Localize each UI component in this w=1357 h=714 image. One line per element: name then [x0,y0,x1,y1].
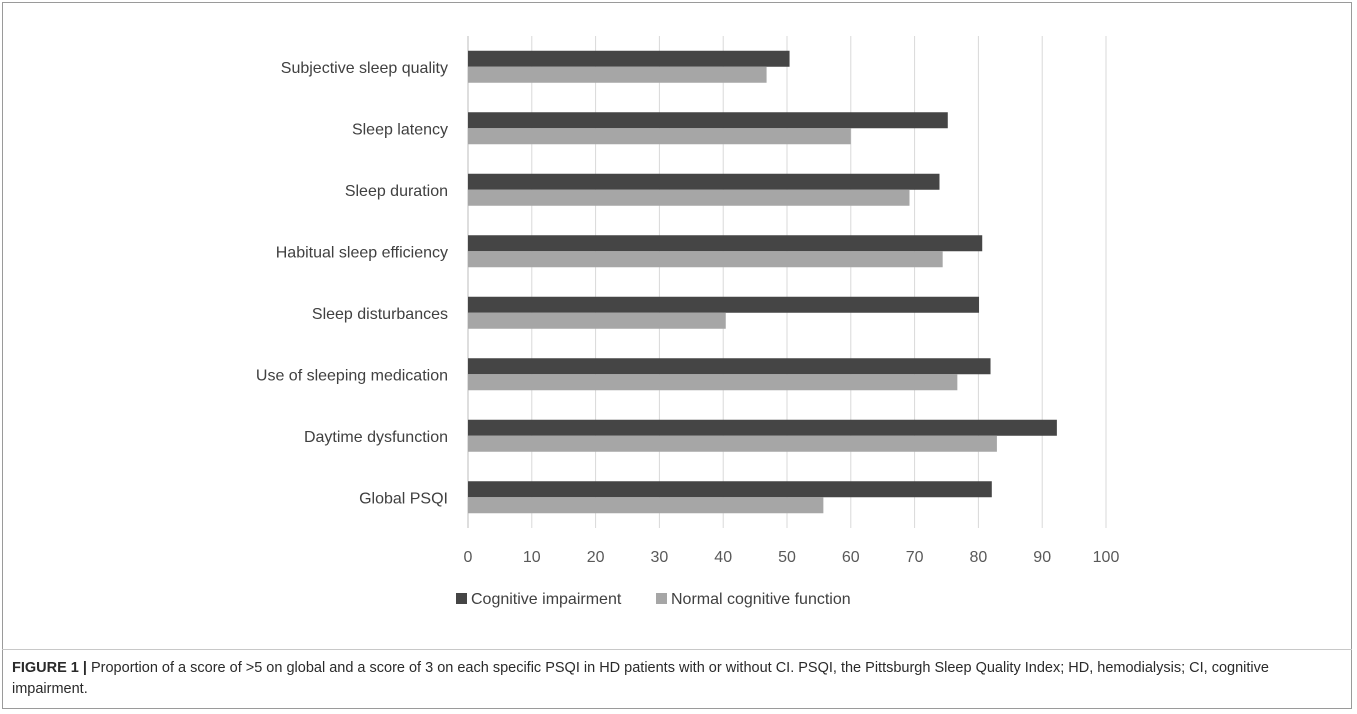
bar-cognitive-impairment [468,112,948,129]
bar-normal-cognitive-function [468,251,943,268]
bar-normal-cognitive-function [468,312,726,329]
x-tick-label: 100 [1093,549,1120,566]
category-label: Sleep disturbances [312,306,448,323]
bar-cognitive-impairment [468,358,991,375]
bar-normal-cognitive-function [468,497,824,514]
figure-caption: FIGURE 1 | Proportion of a score of >5 o… [12,658,1342,700]
gridlines [467,36,1107,528]
x-tick-label: 80 [970,549,988,566]
bar-normal-cognitive-function [468,66,767,83]
category-label: Daytime dysfunction [304,429,448,446]
x-tick-label: 50 [778,549,796,566]
category-labels: Subjective sleep quality Sleep latency Sle… [256,60,448,508]
x-tick-label: 0 [464,549,473,566]
legend-swatch [656,593,667,604]
bar-normal-cognitive-function [468,189,910,206]
category-label: Sleep duration [345,183,448,200]
caption-divider [2,649,1352,650]
bar-normal-cognitive-function [468,374,958,391]
bar-normal-cognitive-function [468,128,851,145]
bar-cognitive-impairment [468,235,983,252]
x-tick-labels: 0 10 20 30 40 50 60 70 80 90 100 [464,549,1120,566]
x-tick-label: 60 [842,549,860,566]
bars [468,50,1057,514]
legend: Cognitive impairment Normal cognitive fun… [456,591,851,608]
x-tick-label: 30 [651,549,669,566]
x-tick-label: 10 [523,549,541,566]
bar-cognitive-impairment [468,419,1057,436]
category-label: Habitual sleep efficiency [276,244,448,261]
legend-label: Normal cognitive function [671,591,851,608]
category-label: Sleep latency [352,121,448,138]
bar-cognitive-impairment [468,50,790,67]
category-label: Subjective sleep quality [281,60,448,77]
category-label: Use of sleeping medication [256,367,448,384]
x-tick-label: 70 [906,549,924,566]
legend-swatch [456,593,467,604]
bar-cognitive-impairment [468,173,940,190]
caption-text: Proportion of a score of >5 on global an… [12,660,1269,697]
x-tick-label: 90 [1033,549,1051,566]
x-tick-label: 20 [587,549,605,566]
bar-cognitive-impairment [468,481,992,498]
x-tick-label: 40 [714,549,732,566]
bar-chart: Subjective sleep quality Sleep latency Sle… [256,36,1120,608]
category-label: Global PSQI [359,490,448,507]
bar-cognitive-impairment [468,296,980,313]
legend-label: Cognitive impairment [471,591,622,608]
bar-normal-cognitive-function [468,435,997,452]
figure-label: FIGURE 1 | [12,660,87,676]
